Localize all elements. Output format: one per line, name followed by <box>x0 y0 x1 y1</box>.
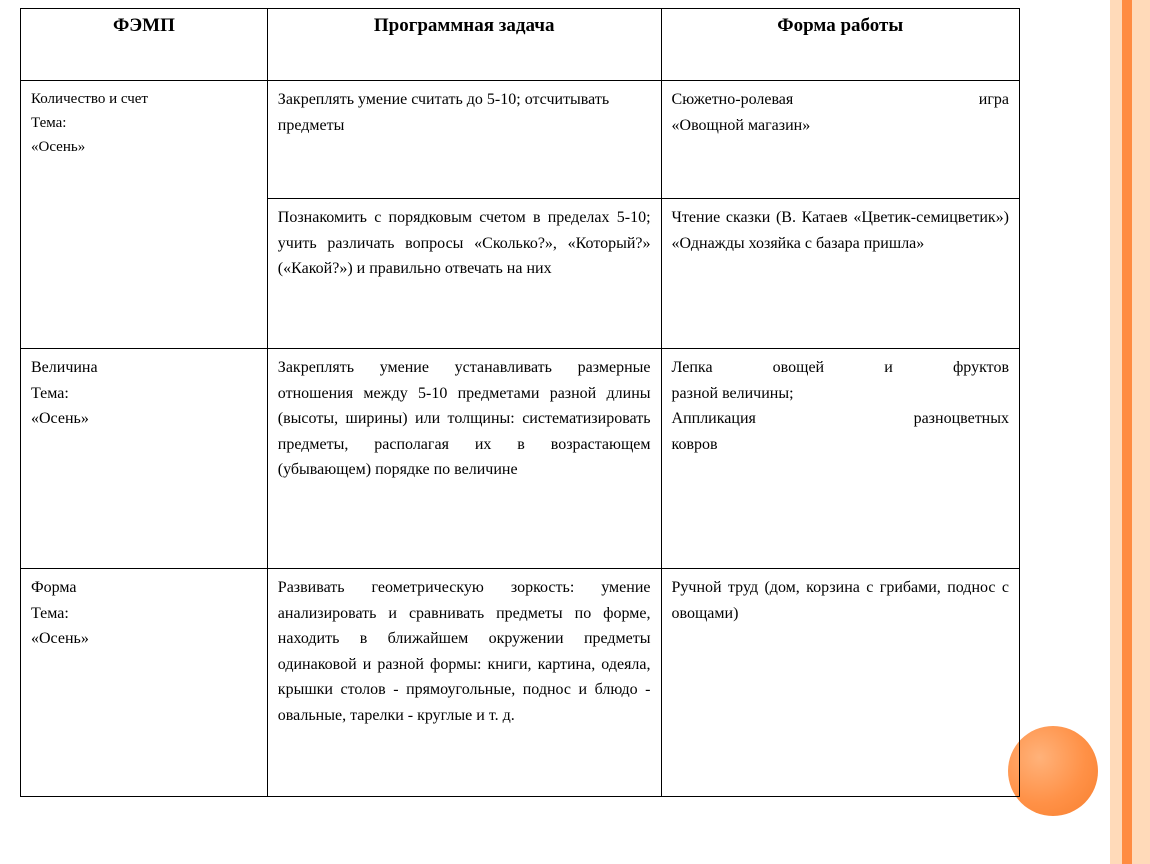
curriculum-table-wrapper: ФЭМП Программная задача Форма работы Кол… <box>20 8 1020 797</box>
topic-line: «Осень» <box>31 626 257 652</box>
task-cell: Закреплять умение устанавливать размерны… <box>267 349 661 569</box>
task-cell: Закреплять умение считать до 5-10; отсчи… <box>267 81 661 199</box>
table-header-row: ФЭМП Программная задача Форма работы <box>21 9 1020 81</box>
curriculum-table: ФЭМП Программная задача Форма работы Кол… <box>20 8 1020 797</box>
form-cell: Сюжетно-ролевая игра «Овощной магазин» <box>661 81 1019 199</box>
header-col2: Программная задача <box>267 9 661 81</box>
decor-stripe-inner <box>1122 0 1132 864</box>
header-col3: Форма работы <box>661 9 1019 81</box>
topic-line: «Осень» <box>31 406 257 432</box>
form-line: Лепка овощей и фруктов <box>672 355 1009 381</box>
form-cell: Чтение сказки (В. Катаев «Цветик-семицве… <box>661 199 1019 349</box>
topic-cell-size: Величина Тема: «Осень» <box>21 349 268 569</box>
form-cell: Ручной труд (дом, корзина с грибами, под… <box>661 569 1019 797</box>
topic-line: Тема: <box>31 601 257 627</box>
topic-line: Тема: <box>31 111 257 135</box>
table-row: Количество и счет Тема: «Осень» Закрепля… <box>21 81 1020 199</box>
topic-cell-count: Количество и счет Тема: «Осень» <box>21 81 268 349</box>
table-row: Форма Тема: «Осень» Развивать геометриче… <box>21 569 1020 797</box>
form-cell: Лепка овощей и фруктов разной величины; … <box>661 349 1019 569</box>
table-row: Величина Тема: «Осень» Закреплять умение… <box>21 349 1020 569</box>
decor-circle <box>1008 726 1098 816</box>
form-line: Сюжетно-ролевая игра <box>672 87 1009 113</box>
topic-line: Тема: <box>31 381 257 407</box>
form-line: «Овощной магазин» <box>672 113 1009 139</box>
form-line: разной величины; <box>672 381 1009 407</box>
header-col1: ФЭМП <box>21 9 268 81</box>
topic-line: Форма <box>31 575 257 601</box>
topic-cell-shape: Форма Тема: «Осень» <box>21 569 268 797</box>
form-line: Аппликация разноцветных <box>672 406 1009 432</box>
topic-line: «Осень» <box>31 135 257 159</box>
form-line: ковров <box>672 432 1009 458</box>
task-cell: Познакомить с порядковым счетом в предел… <box>267 199 661 349</box>
topic-line: Величина <box>31 355 257 381</box>
task-cell: Развивать геометрическую зоркость: умени… <box>267 569 661 797</box>
topic-line: Количество и счет <box>31 87 257 111</box>
